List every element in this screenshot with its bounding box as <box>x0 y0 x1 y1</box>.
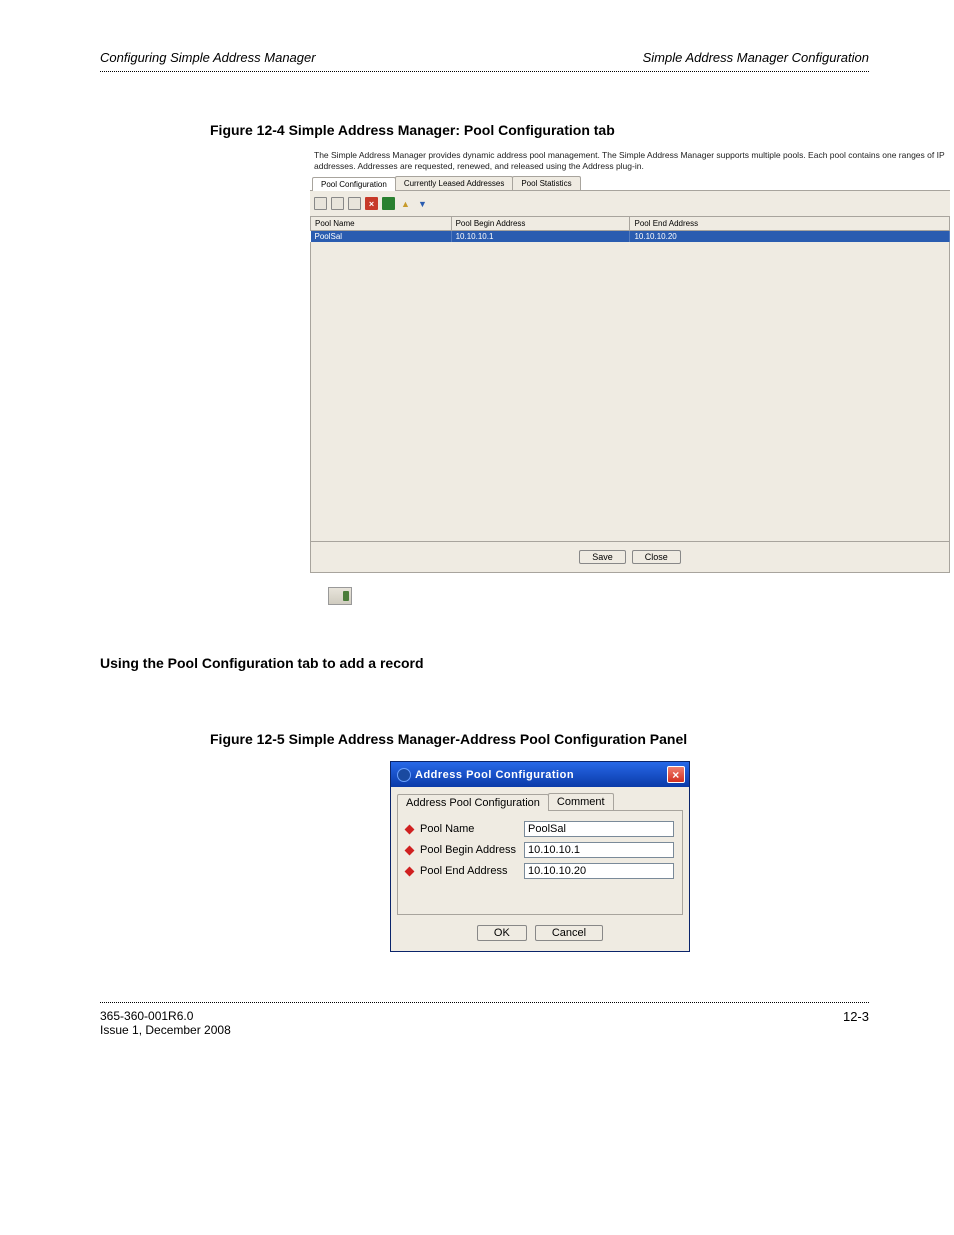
close-button[interactable]: Close <box>632 550 681 564</box>
cell-pool-end: 10.10.10.20 <box>630 231 950 243</box>
figure4-tabs: Pool Configuration Currently Leased Addr… <box>310 176 950 191</box>
figure4-caption: Figure 12-4 Simple Address Manager: Pool… <box>210 122 869 138</box>
required-icon <box>405 824 415 834</box>
col-pool-end[interactable]: Pool End Address <box>630 217 950 231</box>
toolbar-up-icon[interactable]: ▲ <box>399 197 412 210</box>
header-left: Configuring Simple Address Manager <box>100 50 316 65</box>
tab-currently-leased[interactable]: Currently Leased Addresses <box>395 176 514 190</box>
figure5-dialog: Address Pool Configuration × Address Poo… <box>390 761 690 952</box>
tab-comment[interactable]: Comment <box>548 793 614 810</box>
col-pool-name[interactable]: Pool Name <box>311 217 452 231</box>
toolbar-refresh-icon[interactable] <box>382 197 395 210</box>
toolbar-icon[interactable] <box>348 197 361 210</box>
toolbar-down-icon[interactable]: ▼ <box>416 197 429 210</box>
table-row[interactable]: PoolSal 10.10.10.1 10.10.10.20 <box>311 231 950 243</box>
cancel-button[interactable]: Cancel <box>535 925 603 941</box>
footer-issue: Issue 1, December 2008 <box>100 1023 231 1037</box>
figure4-toolbar: × ▲ ▼ <box>310 191 950 216</box>
close-icon[interactable]: × <box>667 766 685 783</box>
ok-button[interactable]: OK <box>477 925 527 941</box>
figure5-caption: Figure 12-5 Simple Address Manager-Addre… <box>210 731 869 747</box>
pool-end-label: Pool End Address <box>420 865 520 877</box>
pool-begin-input[interactable] <box>524 842 674 858</box>
footer-doc-id: 365-360-001R6.0 <box>100 1009 231 1023</box>
figure4-screenshot: The Simple Address Manager provides dyna… <box>310 148 950 605</box>
cell-pool-name: PoolSal <box>311 231 452 243</box>
toolbar-icon[interactable] <box>314 197 327 210</box>
dialog-title: Address Pool Configuration <box>415 769 574 781</box>
tab-pool-statistics[interactable]: Pool Statistics <box>512 176 580 190</box>
pool-end-input[interactable] <box>524 863 674 879</box>
page-number: 12-3 <box>843 1009 869 1037</box>
tab-address-pool-config[interactable]: Address Pool Configuration <box>397 794 549 811</box>
thumbnail-icon[interactable] <box>328 587 352 605</box>
toolbar-icon[interactable] <box>331 197 344 210</box>
required-icon <box>405 866 415 876</box>
required-icon <box>405 845 415 855</box>
section-heading: Using the Pool Configuration tab to add … <box>100 655 869 671</box>
save-button[interactable]: Save <box>579 550 626 564</box>
window-icon <box>397 768 411 782</box>
figure4-description: The Simple Address Manager provides dyna… <box>310 148 950 176</box>
cell-pool-begin: 10.10.10.1 <box>451 231 630 243</box>
toolbar-delete-icon[interactable]: × <box>365 197 378 210</box>
pool-name-input[interactable] <box>524 821 674 837</box>
col-pool-begin[interactable]: Pool Begin Address <box>451 217 630 231</box>
pool-begin-label: Pool Begin Address <box>420 844 520 856</box>
dialog-titlebar: Address Pool Configuration × <box>391 762 689 787</box>
figure4-table: Pool Name Pool Begin Address Pool End Ad… <box>310 216 950 242</box>
pool-name-label: Pool Name <box>420 823 520 835</box>
header-right: Simple Address Manager Configuration <box>643 50 869 65</box>
tab-pool-configuration[interactable]: Pool Configuration <box>312 177 396 191</box>
